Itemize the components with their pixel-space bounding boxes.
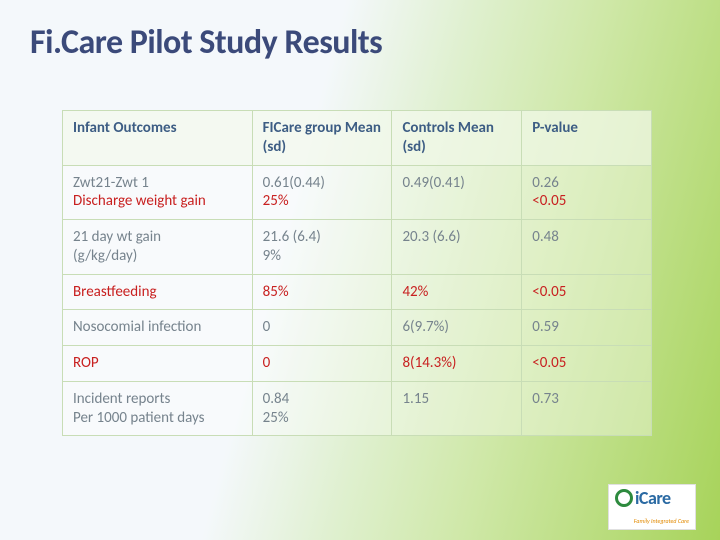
table-cell: 0.48 xyxy=(522,220,652,275)
table-cell: 0.59 xyxy=(522,310,652,346)
cell-line1: 8(14.3%) xyxy=(402,354,511,373)
table-cell: Nosocomial infection xyxy=(63,310,253,346)
cell-line1: 0.26 xyxy=(532,174,641,193)
cell-line1: 0.59 xyxy=(532,318,641,337)
cell-line1: Nosocomial infection xyxy=(73,318,242,337)
table-cell: <0.05 xyxy=(522,346,652,382)
ficare-logo: iCare Family Integrated Care xyxy=(608,484,696,530)
table-cell: 85% xyxy=(252,274,392,310)
cell-line1: Incident reports xyxy=(73,390,242,409)
cell-line2: (g/kg/day) xyxy=(73,247,242,266)
col-header-ficare: FICare group Mean (sd) xyxy=(252,111,392,166)
table-cell: 21.6 (6.4)9% xyxy=(252,220,392,275)
cell-line1: 21.6 (6.4) xyxy=(263,228,382,247)
cell-line1: 85% xyxy=(263,283,382,302)
cell-line1: 0 xyxy=(263,354,382,373)
cell-line1: 0.61(0.44) xyxy=(263,174,382,193)
cell-line1: 0.49(0.41) xyxy=(402,174,511,193)
cell-line1: 21 day wt gain xyxy=(73,228,242,247)
cell-line1: <0.05 xyxy=(532,283,641,302)
cell-line2: Discharge weight gain xyxy=(73,192,242,211)
cell-line1: 0.48 xyxy=(532,228,641,247)
table-cell: 1.15 xyxy=(392,381,522,436)
table-cell: 0.49(0.41) xyxy=(392,165,522,220)
table-cell: 21 day wt gain(g/kg/day) xyxy=(63,220,253,275)
logo-ring-icon xyxy=(615,489,633,507)
table-cell: 6(9.7%) xyxy=(392,310,522,346)
table-cell: Zwt21-Zwt 1Discharge weight gain xyxy=(63,165,253,220)
logo-text: iCare xyxy=(635,487,671,509)
table-cell: 0.26<0.05 xyxy=(522,165,652,220)
table-body: Zwt21-Zwt 1Discharge weight gain0.61(0.4… xyxy=(63,165,652,436)
cell-line2: Per 1000 patient days xyxy=(73,409,242,428)
cell-line1: ROP xyxy=(73,354,242,373)
table-cell: Incident reportsPer 1000 patient days xyxy=(63,381,253,436)
table-row: Zwt21-Zwt 1Discharge weight gain0.61(0.4… xyxy=(63,165,652,220)
table-cell: ROP xyxy=(63,346,253,382)
table-cell: 20.3 (6.6) xyxy=(392,220,522,275)
cell-line1: Breastfeeding xyxy=(73,283,242,302)
col-header-outcomes: Infant Outcomes xyxy=(63,111,253,166)
table-row: ROP 0 8(14.3%) <0.05 xyxy=(63,346,652,382)
results-table: Infant Outcomes FICare group Mean (sd) C… xyxy=(62,110,652,436)
cell-line1: Zwt21-Zwt 1 xyxy=(73,174,242,193)
table-cell: 0.73 xyxy=(522,381,652,436)
table-row: Breastfeeding 85% 42% <0.05 xyxy=(63,274,652,310)
table-row: Incident reportsPer 1000 patient days0.8… xyxy=(63,381,652,436)
logo-tagline: Family Integrated Care xyxy=(615,517,689,525)
table-header: Infant Outcomes FICare group Mean (sd) C… xyxy=(63,111,652,166)
page-title: Fi.Care Pilot Study Results xyxy=(30,22,382,63)
cell-line2: 25% xyxy=(263,192,382,211)
table-cell: 42% xyxy=(392,274,522,310)
table-cell: <0.05 xyxy=(522,274,652,310)
table-cell: Breastfeeding xyxy=(63,274,253,310)
table-row: 21 day wt gain(g/kg/day)21.6 (6.4)9%20.3… xyxy=(63,220,652,275)
table-cell: 8(14.3%) xyxy=(392,346,522,382)
table-cell: 0 xyxy=(252,310,392,346)
cell-line1: 0 xyxy=(263,318,382,337)
cell-line1: 42% xyxy=(402,283,511,302)
col-header-controls: Controls Mean (sd) xyxy=(392,111,522,166)
col-header-pvalue: P-value xyxy=(522,111,652,166)
cell-line2: 25% xyxy=(263,409,382,428)
table-cell: 0.61(0.44)25% xyxy=(252,165,392,220)
table-cell: 0 xyxy=(252,346,392,382)
cell-line2: <0.05 xyxy=(532,192,641,211)
cell-line1: 1.15 xyxy=(402,390,511,409)
cell-line1: 0.84 xyxy=(263,390,382,409)
slide: Fi.Care Pilot Study Results Infant Outco… xyxy=(0,0,720,540)
cell-line1: <0.05 xyxy=(532,354,641,373)
table-cell: 0.8425% xyxy=(252,381,392,436)
cell-line1: 0.73 xyxy=(532,390,641,409)
cell-line2: 9% xyxy=(263,247,382,266)
cell-line1: 6(9.7%) xyxy=(402,318,511,337)
table-row: Nosocomial infection 0 6(9.7%) 0.59 xyxy=(63,310,652,346)
cell-line1: 20.3 (6.6) xyxy=(402,228,511,247)
